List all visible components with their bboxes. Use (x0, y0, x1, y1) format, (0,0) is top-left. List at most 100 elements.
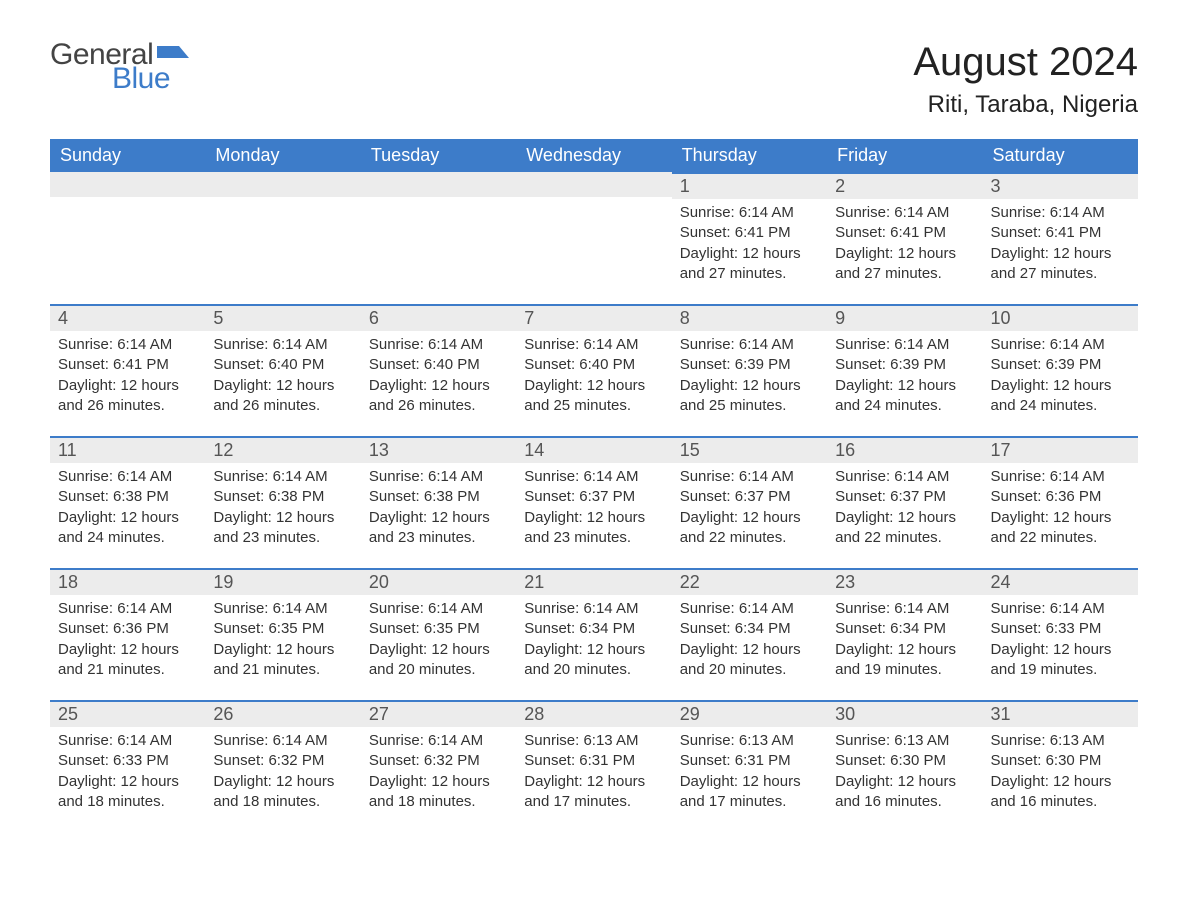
calendar-cell (205, 172, 360, 304)
sunrise-line: Sunrise: 6:13 AM (524, 731, 663, 751)
sunset-line: Sunset: 6:38 PM (58, 487, 197, 507)
sunset-line: Sunset: 6:35 PM (369, 619, 508, 639)
day-wrap: 25Sunrise: 6:14 AMSunset: 6:33 PMDayligh… (50, 700, 205, 820)
day-number: 20 (361, 570, 516, 595)
day-number: 13 (361, 438, 516, 463)
sunrise-line: Sunrise: 6:14 AM (58, 599, 197, 619)
day-content: Sunrise: 6:14 AMSunset: 6:40 PMDaylight:… (516, 331, 671, 424)
sunset-line: Sunset: 6:40 PM (369, 355, 508, 375)
day-wrap: 15Sunrise: 6:14 AMSunset: 6:37 PMDayligh… (672, 436, 827, 556)
day-wrap: 4Sunrise: 6:14 AMSunset: 6:41 PMDaylight… (50, 304, 205, 424)
day-wrap: 18Sunrise: 6:14 AMSunset: 6:36 PMDayligh… (50, 568, 205, 688)
sunset-line: Sunset: 6:39 PM (680, 355, 819, 375)
day-content: Sunrise: 6:14 AMSunset: 6:35 PMDaylight:… (361, 595, 516, 688)
day-number: 7 (516, 306, 671, 331)
day-number: 19 (205, 570, 360, 595)
location: Riti, Taraba, Nigeria (913, 91, 1138, 119)
calendar-cell: 7Sunrise: 6:14 AMSunset: 6:40 PMDaylight… (516, 304, 671, 436)
sunrise-line: Sunrise: 6:14 AM (835, 335, 974, 355)
sunset-line: Sunset: 6:41 PM (680, 223, 819, 243)
sunset-line: Sunset: 6:33 PM (58, 751, 197, 771)
daylight-line: Daylight: 12 hours and 27 minutes. (835, 244, 974, 285)
sunset-line: Sunset: 6:33 PM (991, 619, 1130, 639)
day-wrap: 23Sunrise: 6:14 AMSunset: 6:34 PMDayligh… (827, 568, 982, 688)
day-content: Sunrise: 6:14 AMSunset: 6:34 PMDaylight:… (672, 595, 827, 688)
day-wrap: 28Sunrise: 6:13 AMSunset: 6:31 PMDayligh… (516, 700, 671, 820)
daylight-line: Daylight: 12 hours and 24 minutes. (58, 508, 197, 549)
day-number-empty (205, 172, 360, 197)
daylight-line: Daylight: 12 hours and 25 minutes. (680, 376, 819, 417)
day-number: 30 (827, 702, 982, 727)
day-number: 10 (983, 306, 1138, 331)
day-wrap: 31Sunrise: 6:13 AMSunset: 6:30 PMDayligh… (983, 700, 1138, 820)
day-content: Sunrise: 6:14 AMSunset: 6:37 PMDaylight:… (672, 463, 827, 556)
sunset-line: Sunset: 6:40 PM (524, 355, 663, 375)
day-number: 27 (361, 702, 516, 727)
day-content: Sunrise: 6:14 AMSunset: 6:41 PMDaylight:… (827, 199, 982, 292)
day-number: 11 (50, 438, 205, 463)
day-number: 28 (516, 702, 671, 727)
day-number: 15 (672, 438, 827, 463)
day-number: 4 (50, 306, 205, 331)
calendar-cell: 26Sunrise: 6:14 AMSunset: 6:32 PMDayligh… (205, 700, 360, 832)
day-content: Sunrise: 6:14 AMSunset: 6:32 PMDaylight:… (205, 727, 360, 820)
sunrise-line: Sunrise: 6:14 AM (58, 731, 197, 751)
daylight-line: Daylight: 12 hours and 22 minutes. (680, 508, 819, 549)
day-wrap-empty (50, 172, 205, 197)
day-number: 9 (827, 306, 982, 331)
sunset-line: Sunset: 6:37 PM (835, 487, 974, 507)
daylight-line: Daylight: 12 hours and 22 minutes. (991, 508, 1130, 549)
day-wrap: 20Sunrise: 6:14 AMSunset: 6:35 PMDayligh… (361, 568, 516, 688)
day-wrap: 9Sunrise: 6:14 AMSunset: 6:39 PMDaylight… (827, 304, 982, 424)
day-wrap: 10Sunrise: 6:14 AMSunset: 6:39 PMDayligh… (983, 304, 1138, 424)
day-content: Sunrise: 6:14 AMSunset: 6:39 PMDaylight:… (983, 331, 1138, 424)
day-content: Sunrise: 6:14 AMSunset: 6:36 PMDaylight:… (983, 463, 1138, 556)
calendar-cell: 28Sunrise: 6:13 AMSunset: 6:31 PMDayligh… (516, 700, 671, 832)
day-content: Sunrise: 6:14 AMSunset: 6:32 PMDaylight:… (361, 727, 516, 820)
weekday-header: Saturday (983, 139, 1138, 172)
sunset-line: Sunset: 6:41 PM (58, 355, 197, 375)
calendar-cell: 27Sunrise: 6:14 AMSunset: 6:32 PMDayligh… (361, 700, 516, 832)
sunset-line: Sunset: 6:39 PM (991, 355, 1130, 375)
sunrise-line: Sunrise: 6:14 AM (835, 599, 974, 619)
daylight-line: Daylight: 12 hours and 18 minutes. (213, 772, 352, 813)
daylight-line: Daylight: 12 hours and 19 minutes. (991, 640, 1130, 681)
day-wrap: 3Sunrise: 6:14 AMSunset: 6:41 PMDaylight… (983, 172, 1138, 292)
sunrise-line: Sunrise: 6:14 AM (835, 203, 974, 223)
daylight-line: Daylight: 12 hours and 26 minutes. (213, 376, 352, 417)
day-wrap-empty (516, 172, 671, 197)
daylight-line: Daylight: 12 hours and 18 minutes. (58, 772, 197, 813)
sunset-line: Sunset: 6:36 PM (991, 487, 1130, 507)
day-wrap: 11Sunrise: 6:14 AMSunset: 6:38 PMDayligh… (50, 436, 205, 556)
day-wrap: 27Sunrise: 6:14 AMSunset: 6:32 PMDayligh… (361, 700, 516, 820)
daylight-line: Daylight: 12 hours and 23 minutes. (213, 508, 352, 549)
day-wrap: 7Sunrise: 6:14 AMSunset: 6:40 PMDaylight… (516, 304, 671, 424)
calendar-cell: 20Sunrise: 6:14 AMSunset: 6:35 PMDayligh… (361, 568, 516, 700)
sunrise-line: Sunrise: 6:14 AM (213, 467, 352, 487)
calendar-cell: 4Sunrise: 6:14 AMSunset: 6:41 PMDaylight… (50, 304, 205, 436)
daylight-line: Daylight: 12 hours and 20 minutes. (524, 640, 663, 681)
day-number: 17 (983, 438, 1138, 463)
sunset-line: Sunset: 6:30 PM (835, 751, 974, 771)
sunset-line: Sunset: 6:35 PM (213, 619, 352, 639)
day-content: Sunrise: 6:13 AMSunset: 6:30 PMDaylight:… (827, 727, 982, 820)
sunrise-line: Sunrise: 6:14 AM (680, 203, 819, 223)
day-number: 8 (672, 306, 827, 331)
calendar-cell: 11Sunrise: 6:14 AMSunset: 6:38 PMDayligh… (50, 436, 205, 568)
daylight-line: Daylight: 12 hours and 26 minutes. (369, 376, 508, 417)
sunset-line: Sunset: 6:32 PM (213, 751, 352, 771)
day-content: Sunrise: 6:14 AMSunset: 6:37 PMDaylight:… (516, 463, 671, 556)
title-block: August 2024 Riti, Taraba, Nigeria (913, 40, 1138, 119)
weekday-header: Friday (827, 139, 982, 172)
day-wrap: 24Sunrise: 6:14 AMSunset: 6:33 PMDayligh… (983, 568, 1138, 688)
day-wrap: 13Sunrise: 6:14 AMSunset: 6:38 PMDayligh… (361, 436, 516, 556)
calendar-cell (50, 172, 205, 304)
day-wrap-empty (361, 172, 516, 197)
day-content: Sunrise: 6:14 AMSunset: 6:39 PMDaylight:… (672, 331, 827, 424)
daylight-line: Daylight: 12 hours and 21 minutes. (58, 640, 197, 681)
sunset-line: Sunset: 6:34 PM (835, 619, 974, 639)
day-wrap: 19Sunrise: 6:14 AMSunset: 6:35 PMDayligh… (205, 568, 360, 688)
day-content: Sunrise: 6:14 AMSunset: 6:37 PMDaylight:… (827, 463, 982, 556)
day-wrap: 14Sunrise: 6:14 AMSunset: 6:37 PMDayligh… (516, 436, 671, 556)
day-number: 5 (205, 306, 360, 331)
